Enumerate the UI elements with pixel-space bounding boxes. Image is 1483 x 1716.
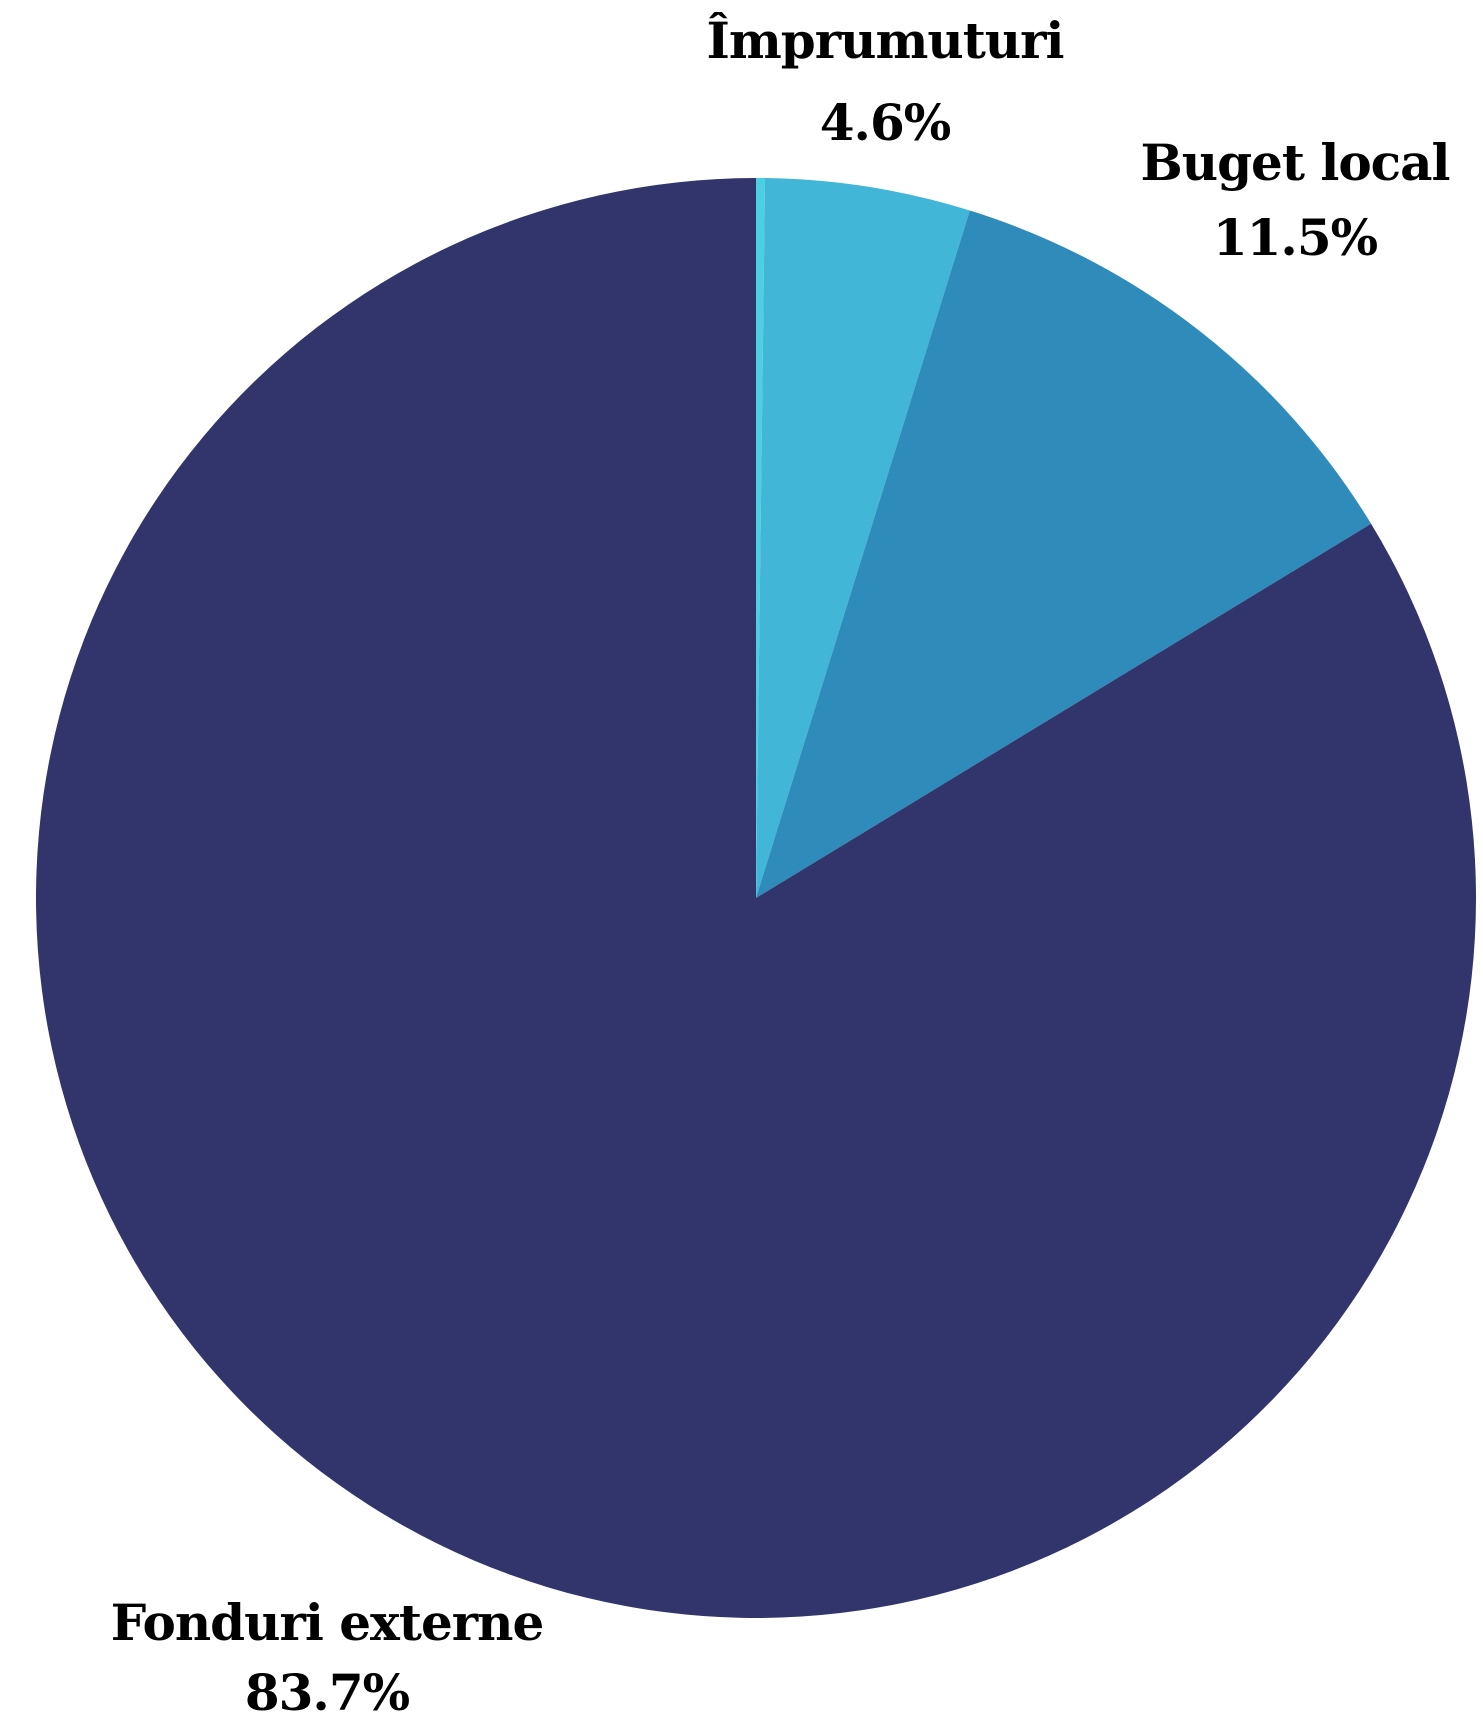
pie-slices bbox=[35, 178, 1476, 1618]
slice-label-fonduri-externe: Fonduri externe 83.7% bbox=[111, 1593, 545, 1716]
slice-label-fonduri-externe-value: 83.7% bbox=[245, 1663, 410, 1716]
pie-slice-fonduri-externe bbox=[35, 178, 1476, 1618]
slice-label-imprumuturi: Împrumuturi 4.6% bbox=[707, 11, 1065, 152]
slice-label-buget-local: Buget local 11.5% bbox=[1140, 133, 1450, 267]
pie-slice-imprumuturi bbox=[756, 178, 970, 898]
pie-slice-buget-local bbox=[756, 210, 1372, 898]
slice-label-buget-local-name: Buget local bbox=[1140, 133, 1449, 192]
slice-label-imprumuturi-name: Împrumuturi bbox=[707, 11, 1064, 70]
slice-label-fonduri-externe-name: Fonduri externe bbox=[111, 1593, 544, 1652]
slice-label-buget-local-value: 11.5% bbox=[1213, 208, 1378, 267]
slice-label-imprumuturi-value: 4.6% bbox=[820, 93, 951, 152]
pie-slice-slice-0 bbox=[756, 178, 766, 898]
